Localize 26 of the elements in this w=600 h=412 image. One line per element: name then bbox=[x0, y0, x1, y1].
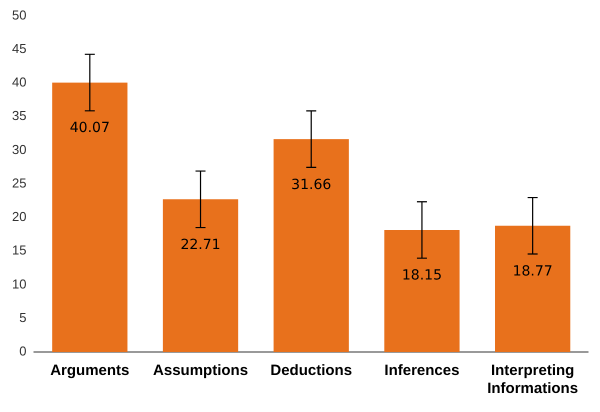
bar bbox=[52, 82, 128, 352]
x-tick-label: Interpreting Informations bbox=[487, 362, 578, 398]
bar bbox=[162, 199, 238, 352]
data-label: 18.77 bbox=[512, 263, 553, 280]
y-tick-label: 25 bbox=[12, 175, 26, 190]
y-tick-label: 30 bbox=[12, 142, 26, 157]
data-label: 22.71 bbox=[180, 236, 221, 253]
y-tick-label: 5 bbox=[19, 310, 26, 325]
data-label: 18.15 bbox=[402, 268, 442, 284]
y-tick-label: 10 bbox=[12, 276, 26, 292]
y-tick-label: 45 bbox=[12, 41, 26, 56]
y-tick-label: 50 bbox=[12, 7, 26, 22]
y-tick-label: 40 bbox=[12, 74, 26, 90]
x-tick-label: Assumptions bbox=[153, 362, 248, 380]
y-tick-label: 20 bbox=[12, 209, 26, 224]
x-tick-label: Arguments bbox=[50, 362, 130, 380]
bar bbox=[384, 230, 460, 352]
data-label: 31.66 bbox=[291, 176, 332, 193]
y-tick-label: 15 bbox=[12, 242, 26, 258]
bar bbox=[274, 139, 349, 352]
y-tick-label: 0 bbox=[19, 344, 26, 359]
x-tick-label: Deductions bbox=[270, 362, 352, 380]
x-tick-label: Inferences bbox=[384, 362, 460, 380]
y-tick-label: 35 bbox=[12, 108, 26, 124]
data-label: 40.07 bbox=[70, 120, 110, 136]
bar bbox=[495, 226, 570, 352]
